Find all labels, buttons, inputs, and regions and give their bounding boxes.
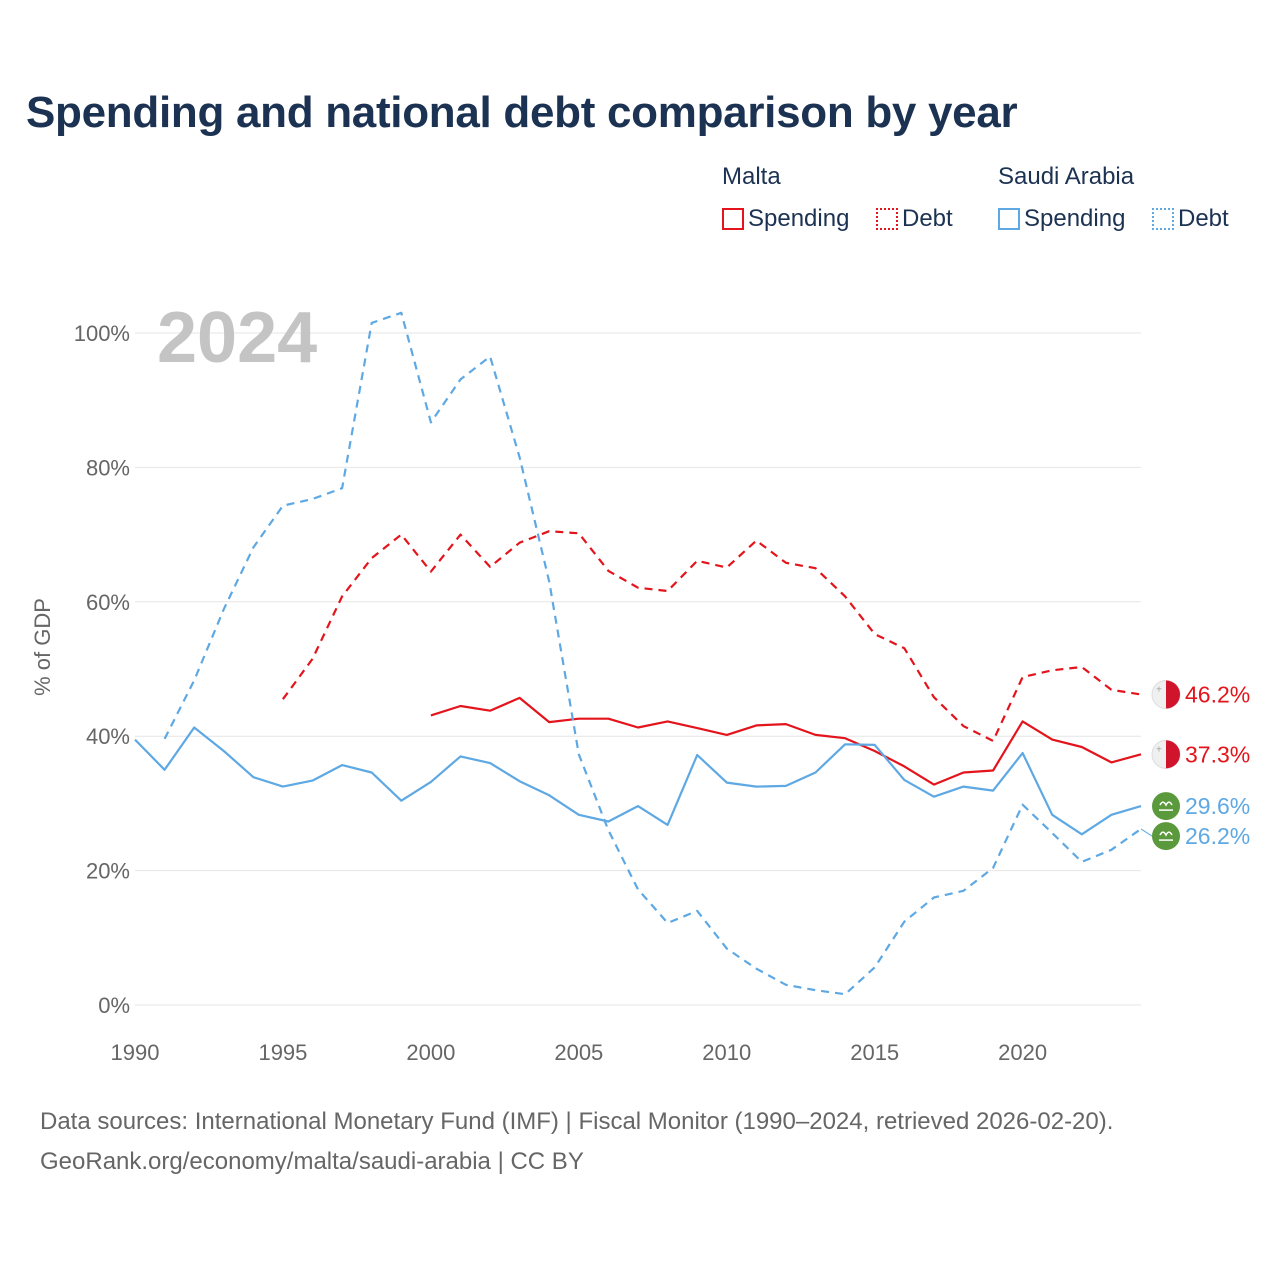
y-tick-label: 100% [74,321,130,346]
source-line: Data sources: International Monetary Fun… [40,1108,1114,1135]
legend-label: Spending [1024,205,1126,232]
series-line-malta-spending[interactable] [430,696,1142,786]
x-tick-label: 2000 [406,1040,455,1065]
series-line-malta-debt[interactable] [282,530,1142,742]
dotted-line-swatch-icon [876,208,898,230]
y-tick-label: 40% [86,724,130,749]
end-value-label: 29.6% [1185,793,1250,819]
legend-item-malta-debt[interactable]: Debt [876,204,953,234]
solid-line-swatch-icon [722,208,744,230]
y-axis-ticks: 0% 20% 40% 60% 80% 100% [74,321,130,1018]
end-label-leader [1140,828,1153,837]
series-lines [134,311,1142,996]
year-watermark: 2024 [157,298,317,378]
legend-label: Debt [902,205,953,232]
x-tick-label: 2010 [702,1040,751,1065]
end-value-label: 46.2% [1185,682,1250,708]
svg-text:+: + [1156,744,1163,753]
x-axis-ticks: 1990 1995 2000 2005 2010 2015 2020 [111,1040,1048,1065]
legend-item-malta-spending[interactable]: Spending [722,204,849,234]
legend-label: Debt [1178,205,1229,232]
x-tick-label: 1990 [111,1040,160,1065]
malta-flag-icon: + [1151,680,1181,710]
saudi-flag-icon [1152,822,1180,851]
x-tick-label: 1995 [258,1040,307,1065]
dotted-line-swatch-icon [1152,208,1174,230]
malta-flag-icon: + [1151,739,1181,769]
solid-line-swatch-icon [998,208,1020,230]
series-line-saudi-arabia-spending[interactable] [134,726,1142,836]
x-tick-label: 2020 [998,1040,1047,1065]
source-link-line[interactable]: GeoRank.org/economy/malta/saudi-arabia |… [40,1148,584,1175]
end-labels: +46.2% + 37.3% 29.6% 26.2% [1140,680,1250,851]
y-tick-label: 60% [86,590,130,615]
end-value-label: 26.2% [1185,823,1250,849]
grid-lines [135,332,1141,1006]
series-line-saudi-arabia-debt[interactable] [163,311,1142,996]
legend-item-saudi-debt[interactable]: Debt [1152,204,1229,234]
legend-item-saudi-spending[interactable]: Spending [998,204,1125,234]
legend-group-saudi-arabia: Saudi Arabia [998,163,1135,190]
x-tick-label: 2005 [554,1040,603,1065]
y-tick-label: 0% [98,993,130,1018]
saudi-flag-icon [1152,792,1180,821]
chart-title: Spending and national debt comparison by… [26,88,1018,137]
legend-label: Spending [748,205,850,232]
x-tick-label: 2015 [850,1040,899,1065]
y-tick-label: 80% [86,455,130,480]
svg-text:+: + [1156,685,1163,694]
y-tick-label: 20% [86,859,130,884]
legend-group-malta: Malta [722,163,781,190]
end-value-label: 37.3% [1185,741,1250,767]
y-axis-label: % of GDP [30,598,55,696]
